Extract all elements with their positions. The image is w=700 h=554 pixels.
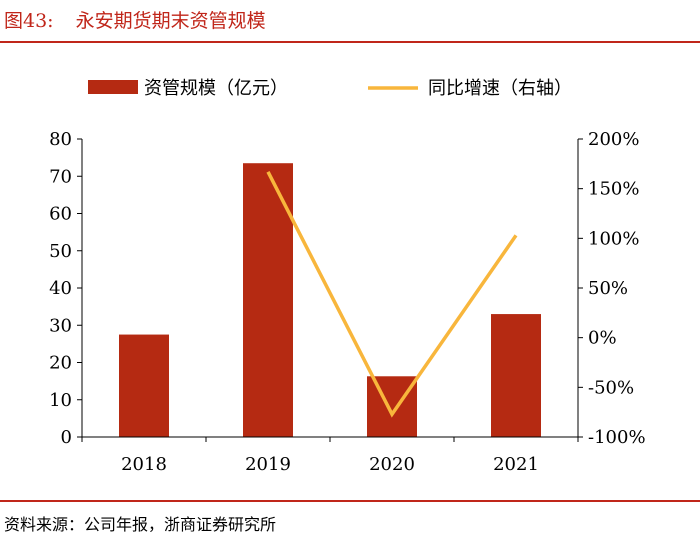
y-tick-right-50%: 50%: [588, 278, 628, 299]
legend-label-bar: 资管规模（亿元）: [144, 78, 288, 99]
bar-2018: [119, 334, 169, 437]
growth-line: [266, 171, 518, 418]
bar-2019: [243, 163, 293, 437]
y-tick-left-40: 40: [49, 278, 72, 299]
y-tick-left-60: 60: [49, 204, 72, 225]
y-tick-left-30: 30: [49, 315, 72, 336]
chart: 资管规模（亿元） 同比增速（右轴） 0 10 20 30 40 50 60 70 80 -100% -5…: [49, 78, 646, 475]
y-tick-right-0%: 0%: [588, 328, 617, 349]
y-tick-left-10: 10: [49, 390, 72, 411]
y-tick-right--50%: -50%: [588, 377, 634, 398]
title-divider: [0, 41, 700, 43]
source-divider: [0, 500, 700, 502]
bar-2021: [491, 314, 541, 437]
bar-2020: [367, 376, 417, 437]
y-tick-left-80: 80: [49, 129, 72, 150]
figure-label: 图43:: [4, 10, 54, 32]
y-tick-right-200%: 200%: [588, 129, 639, 150]
y-tick-right--100%: -100%: [588, 427, 646, 448]
legend-swatch-bar: [88, 80, 138, 94]
y-tick-left-20: 20: [49, 353, 72, 374]
y-tick-left-0: 0: [61, 427, 72, 448]
figure-title: 图43: 永安期货期末资管规模: [4, 6, 266, 33]
y-tick-right-100%: 100%: [588, 228, 639, 249]
x-tick-2021: 2021: [493, 454, 539, 475]
y-tick-right-150%: 150%: [588, 179, 639, 200]
x-tick-2019: 2019: [245, 454, 291, 475]
figure-title-text: 永安期货期末资管规模: [75, 10, 266, 32]
x-tick-2018: 2018: [121, 454, 167, 475]
y-tick-left-70: 70: [49, 166, 72, 187]
y-tick-left-50: 50: [49, 241, 72, 262]
source-note: 资料来源：公司年报，浙商证券研究所: [4, 515, 277, 534]
x-tick-2020: 2020: [369, 454, 415, 475]
legend-label-line: 同比增速（右轴）: [428, 78, 572, 99]
